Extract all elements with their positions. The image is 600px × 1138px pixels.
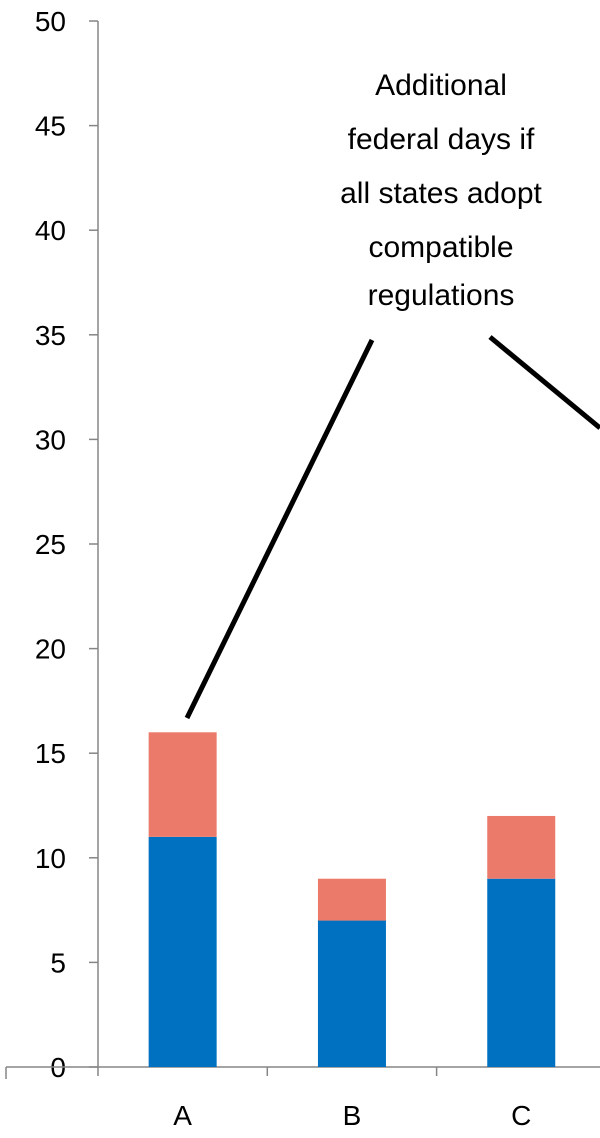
- bar-segment-a-2: [148, 732, 217, 837]
- x-tick-label: A: [173, 1100, 192, 1131]
- annotation-line-3: all states adopt: [340, 177, 542, 210]
- annotation-line-4: compatible: [368, 231, 513, 264]
- y-tick-label: 20: [35, 634, 66, 665]
- y-tick-label: 35: [35, 320, 66, 351]
- bar-segment-b-2: [317, 878, 386, 921]
- y-tick-label: 10: [35, 843, 66, 874]
- x-axis: A B C: [5, 1066, 600, 1131]
- y-tick-label: 5: [50, 947, 66, 978]
- annotation-line-1: Additional: [375, 69, 507, 102]
- y-tick-label: 40: [35, 215, 66, 246]
- annotation: Additional federal days if all states ad…: [184, 69, 600, 720]
- bars: [148, 732, 556, 1067]
- bar-segment-a-1: [148, 836, 217, 1067]
- annotation-leader-line-a: [184, 338, 375, 720]
- y-tick-label: 15: [35, 738, 66, 769]
- annotation-line-2: federal days if: [348, 123, 535, 156]
- x-tick-label: C: [511, 1100, 531, 1131]
- y-tick-label: 45: [35, 111, 66, 142]
- bar-segment-b-1: [317, 920, 386, 1067]
- annotation-line-5: regulations: [368, 279, 515, 312]
- x-tick-label: B: [343, 1100, 362, 1131]
- bar-segment-c-1: [487, 878, 556, 1067]
- y-tick-label: 30: [35, 424, 66, 455]
- y-tick-label: 25: [35, 529, 66, 560]
- bar-segment-c-2: [487, 815, 556, 879]
- y-tick-label: 50: [35, 6, 66, 37]
- annotation-leader-line-right: [488, 335, 600, 430]
